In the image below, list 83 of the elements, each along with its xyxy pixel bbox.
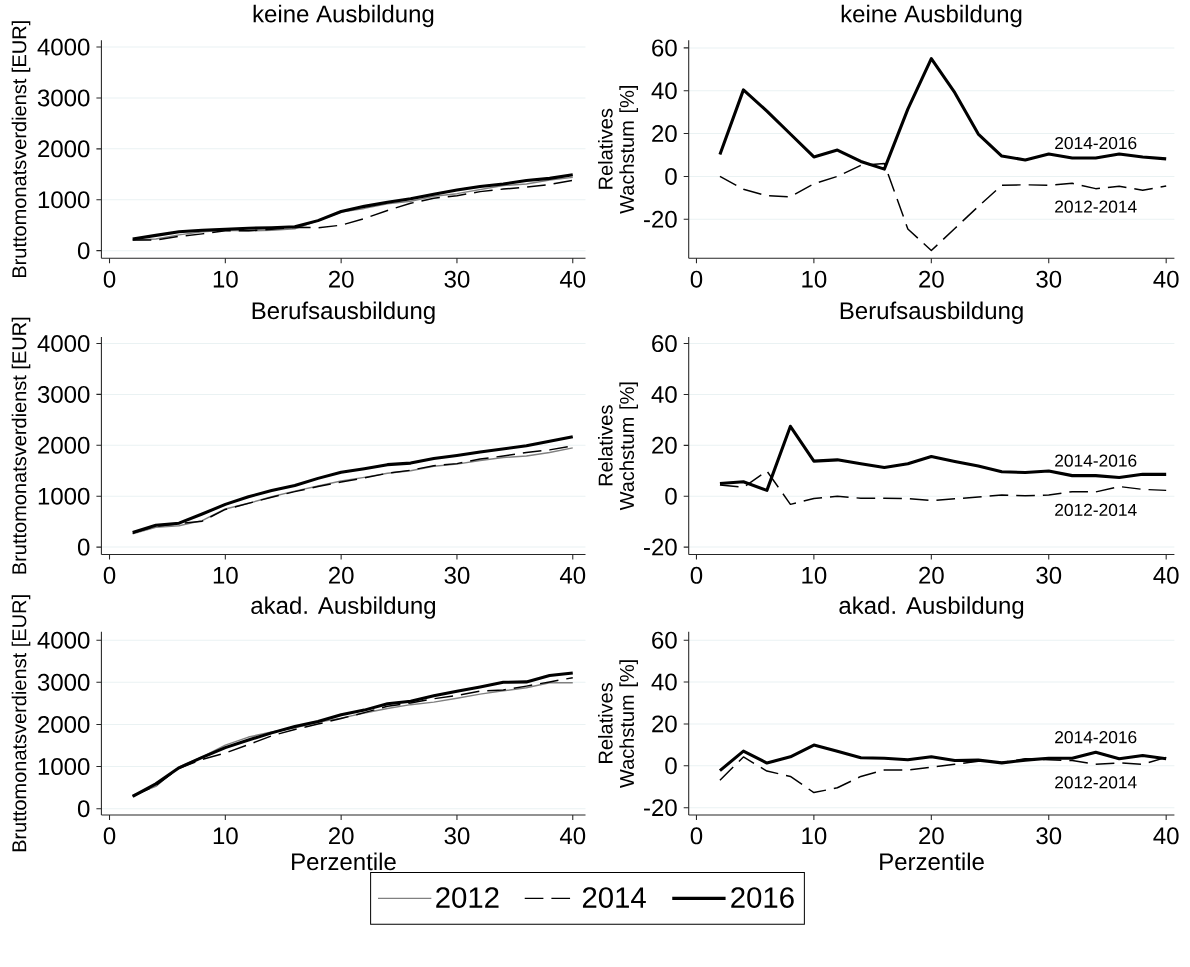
x-axis-title: Perzentile (292, 852, 396, 871)
x-tick-label: 0 (690, 566, 703, 584)
x-tick-label: 30 (444, 270, 470, 288)
x-tick-label: 30 (1036, 827, 1062, 845)
y-tick-label: 4000 (37, 334, 90, 352)
series-label: 2014-2016 (1055, 454, 1137, 467)
y-tick-label: 3000 (37, 89, 90, 107)
series-label: 2014-2016 (1055, 731, 1137, 744)
x-tick-label: 10 (802, 270, 827, 288)
x-tick-label: 20 (329, 566, 354, 584)
x-tick-label: 40 (1153, 270, 1179, 288)
x-tick-label: 0 (690, 827, 703, 845)
y-axis-title: Bruttomonatsverdienst [EUR] (11, 21, 31, 278)
x-tick-label: 20 (919, 270, 944, 288)
x-tick-label: 20 (329, 827, 354, 845)
y-tick-label: 4000 (37, 38, 90, 56)
x-tick-label: 10 (802, 827, 827, 845)
y-tick-label: -20 (644, 210, 677, 228)
x-tick-label: 30 (1036, 566, 1062, 584)
y-tick-label: 3000 (37, 673, 90, 691)
y-tick-label: 60 (652, 335, 677, 353)
x-axis-title: Perzentile (880, 852, 984, 871)
y-tick-label: 4000 (37, 631, 90, 649)
chart-title: keine Ausbildung (253, 4, 434, 28)
y-tick-label: 0 (77, 242, 90, 260)
y-tick-label: 1000 (38, 487, 90, 505)
y-axis-title: Relatives Wachstum [%] (598, 86, 638, 214)
y-axis-title: Relatives Wachstum [%] (598, 660, 638, 788)
x-tick-label: 0 (690, 270, 703, 288)
y-tick-label: 20 (652, 125, 677, 143)
series-label: 2012-2014 (1055, 776, 1137, 789)
y-tick-label: 3000 (37, 385, 90, 403)
y-tick-label: 2000 (38, 715, 90, 733)
chart-title: Berufsausbildung (840, 301, 1023, 324)
x-tick-label: 10 (213, 566, 238, 584)
y-tick-label: 0 (77, 538, 90, 556)
y-tick-label: -20 (644, 538, 677, 556)
chart-title: akad. Ausbildung (251, 596, 436, 619)
x-tick-label: 10 (802, 566, 827, 584)
legend-label: 2012 (436, 887, 499, 908)
x-tick-label: 40 (559, 827, 586, 845)
x-tick-label: 40 (1153, 566, 1179, 584)
x-tick-label: 10 (213, 270, 238, 288)
y-axis-title: Bruttomonatsverdienst [EUR] (11, 595, 31, 852)
x-tick-label: 0 (103, 827, 116, 845)
y-tick-label: 20 (652, 436, 677, 454)
x-tick-label: 40 (559, 566, 586, 584)
y-tick-label: 60 (652, 631, 677, 649)
y-tick-label: 0 (665, 757, 677, 775)
y-tick-label: 1000 (38, 758, 90, 776)
y-axis-title: Bruttomonatsverdienst [EUR] (11, 317, 31, 574)
x-tick-label: 0 (103, 270, 116, 288)
chart-title: Berufsausbildung (252, 301, 435, 324)
series-label: 2012-2014 (1055, 200, 1137, 213)
y-tick-label: 20 (652, 715, 677, 733)
x-tick-label: 20 (329, 270, 354, 288)
chart-title: akad. Ausbildung (839, 596, 1024, 619)
x-tick-label: 20 (919, 566, 944, 584)
y-tick-label: 60 (652, 39, 677, 57)
y-tick-label: 40 (651, 82, 677, 100)
x-tick-label: 40 (1153, 827, 1179, 845)
y-axis-title: Relatives Wachstum [%] (598, 382, 638, 511)
y-tick-label: 2000 (38, 140, 90, 158)
x-tick-label: 10 (213, 827, 238, 845)
y-tick-label: 0 (665, 487, 677, 505)
series-label: 2012-2014 (1055, 503, 1137, 517)
y-tick-label: 1000 (38, 191, 90, 209)
series-label: 2014-2016 (1055, 136, 1137, 150)
legend-label: 2016 (731, 887, 794, 908)
x-tick-label: 30 (444, 827, 470, 845)
y-tick-label: -20 (644, 799, 677, 817)
x-tick-label: 20 (919, 827, 944, 845)
y-tick-label: 2000 (38, 436, 90, 454)
y-tick-label: 0 (665, 167, 677, 185)
x-tick-label: 30 (1036, 270, 1062, 288)
y-tick-label: 40 (651, 385, 677, 403)
legend-label: 2014 (582, 887, 646, 908)
chart-title: keine Ausbildung (841, 4, 1022, 28)
x-tick-label: 0 (103, 566, 116, 584)
x-tick-label: 40 (559, 270, 586, 288)
x-tick-label: 30 (444, 566, 470, 584)
y-tick-label: 40 (651, 673, 677, 691)
y-tick-label: 0 (77, 800, 90, 818)
